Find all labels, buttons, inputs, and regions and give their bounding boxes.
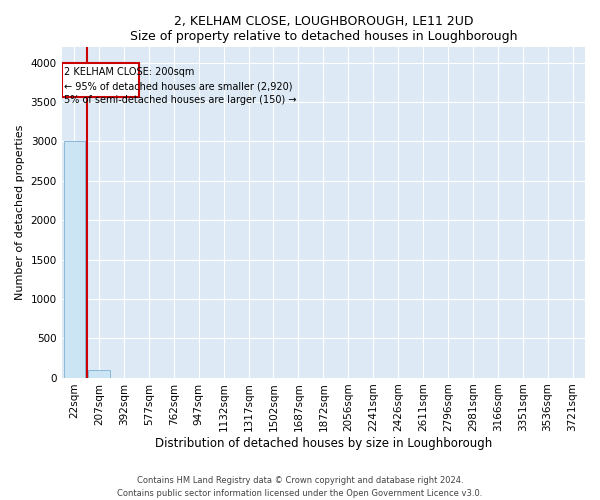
Bar	[64, 142, 85, 378]
Text: 2 KELHAM CLOSE: 200sqm
← 95% of detached houses are smaller (2,920)
5% of semi-d: 2 KELHAM CLOSE: 200sqm ← 95% of detached…	[64, 68, 296, 106]
Title: 2, KELHAM CLOSE, LOUGHBOROUGH, LE11 2UD
Size of property relative to detached ho: 2, KELHAM CLOSE, LOUGHBOROUGH, LE11 2UD …	[130, 15, 517, 43]
Y-axis label: Number of detached properties: Number of detached properties	[15, 124, 25, 300]
Bar	[62, 62, 139, 96]
Bar	[88, 370, 110, 378]
X-axis label: Distribution of detached houses by size in Loughborough: Distribution of detached houses by size …	[155, 437, 492, 450]
Text: Contains HM Land Registry data © Crown copyright and database right 2024.
Contai: Contains HM Land Registry data © Crown c…	[118, 476, 482, 498]
